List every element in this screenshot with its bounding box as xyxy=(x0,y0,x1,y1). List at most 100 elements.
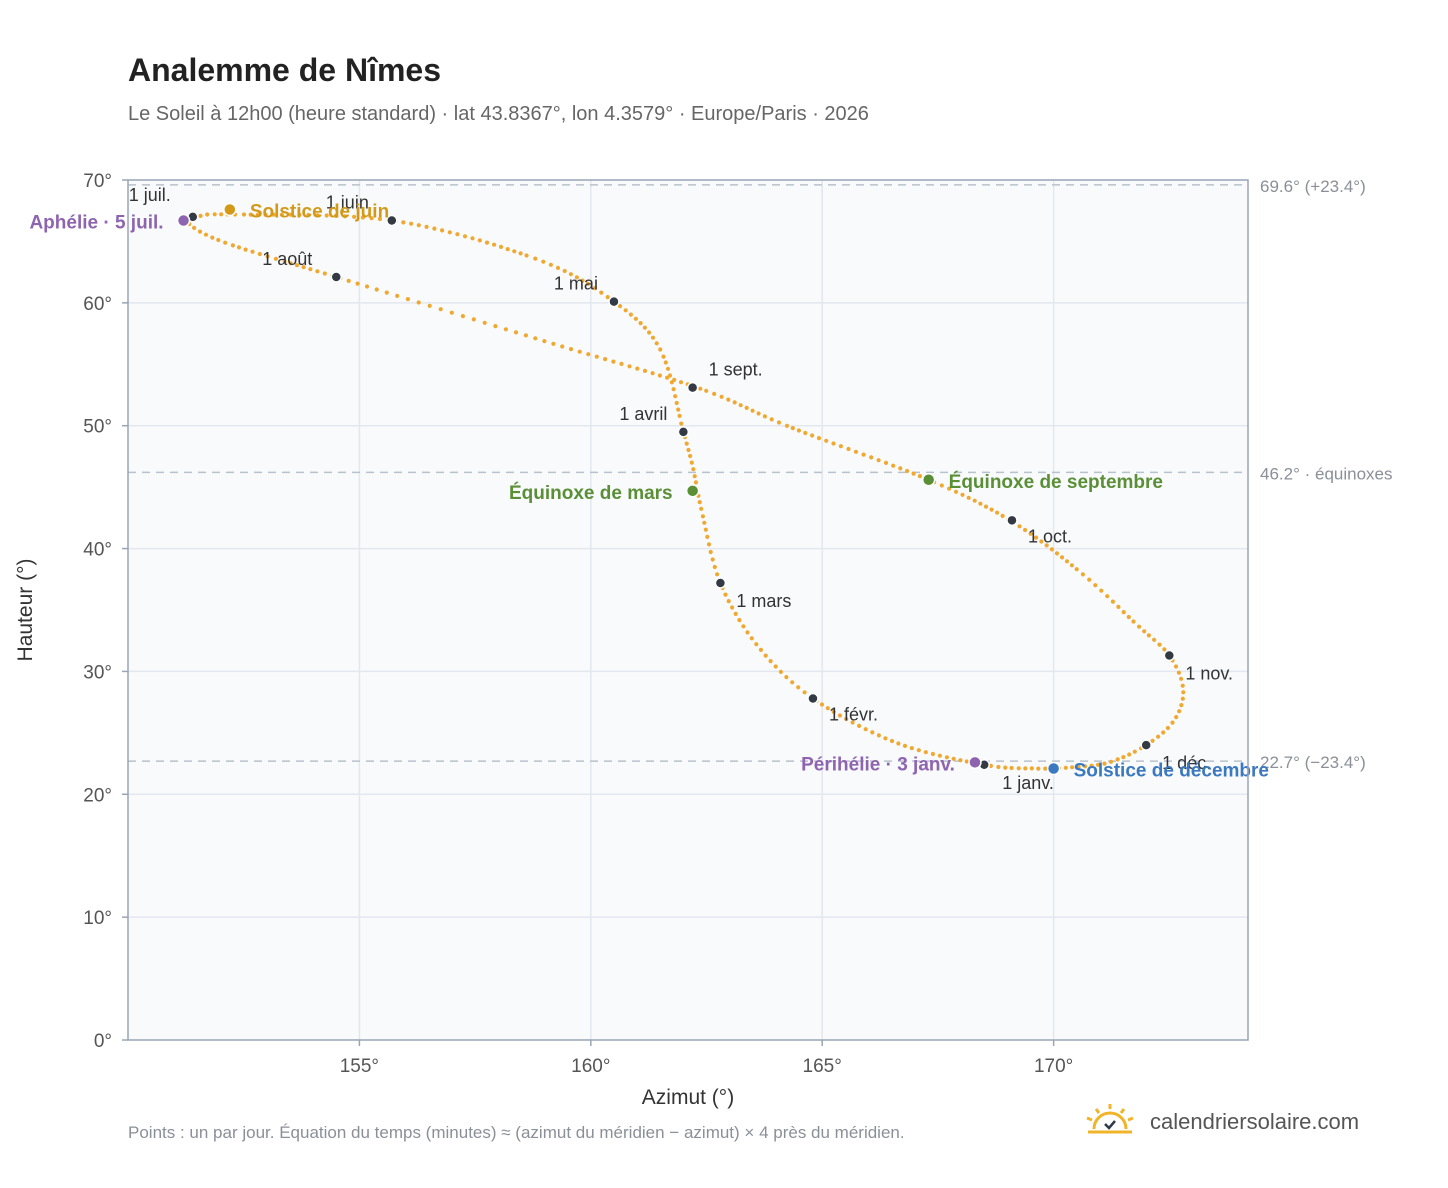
daily-sun-point xyxy=(493,324,498,329)
daily-sun-point xyxy=(978,501,983,506)
daily-sun-point xyxy=(870,730,875,735)
daily-sun-point xyxy=(279,212,284,217)
daily-sun-point xyxy=(972,498,977,503)
daily-sun-point xyxy=(896,741,901,746)
event-marker xyxy=(685,484,700,498)
brand-logo[interactable]: calendriersolaire.com xyxy=(1084,1103,1359,1140)
daily-sun-point xyxy=(960,492,965,497)
daily-sun-point xyxy=(477,238,482,243)
daily-sun-point xyxy=(700,514,706,519)
daily-sun-point xyxy=(831,441,836,446)
month-marker xyxy=(386,214,398,227)
daily-sun-point xyxy=(790,426,795,431)
daily-sun-point xyxy=(944,755,950,760)
y-tick-label: 20° xyxy=(83,785,112,806)
daily-sun-point xyxy=(1174,715,1179,720)
daily-sun-point xyxy=(778,669,784,675)
month-label: 1 juin xyxy=(326,193,369,213)
daily-sun-point xyxy=(288,261,293,266)
daily-sun-point xyxy=(577,349,582,354)
daily-sun-point xyxy=(1028,531,1033,536)
daily-sun-point xyxy=(710,557,715,562)
daily-sun-point xyxy=(790,680,795,685)
daily-sun-point xyxy=(883,736,888,741)
daily-sun-point xyxy=(377,216,382,222)
daily-sun-point xyxy=(628,312,634,317)
month-label: 1 janv. xyxy=(1002,773,1054,793)
daily-sun-point xyxy=(1110,599,1115,604)
daily-sun-point xyxy=(744,405,749,410)
daily-sun-point xyxy=(909,746,914,751)
daily-sun-point xyxy=(282,259,287,264)
y-tick-label: 60° xyxy=(83,294,112,315)
month-marker xyxy=(330,271,343,283)
daily-sun-point xyxy=(198,213,203,218)
daily-sun-point xyxy=(518,251,523,256)
daily-sun-point xyxy=(1181,690,1186,695)
daily-sun-point xyxy=(447,230,452,235)
daily-sun-point xyxy=(863,727,868,732)
daily-sun-point xyxy=(619,361,624,366)
daily-sun-point xyxy=(802,690,807,695)
daily-sun-point xyxy=(1083,764,1088,769)
daily-sun-point xyxy=(796,428,802,433)
daily-sun-point xyxy=(917,474,923,479)
daily-sun-point xyxy=(1105,594,1110,599)
daily-sun-point xyxy=(708,549,713,555)
daily-sun-point xyxy=(1150,738,1155,743)
event-marker xyxy=(968,755,982,770)
event-marker xyxy=(176,213,191,228)
daily-sun-point xyxy=(706,542,712,547)
daily-sun-point xyxy=(769,417,774,422)
daily-sun-point xyxy=(1095,762,1101,767)
daily-sun-point xyxy=(684,441,689,446)
daily-sun-point xyxy=(512,249,517,254)
daily-sun-point xyxy=(837,713,843,718)
daily-sun-point xyxy=(297,212,302,217)
month-marker xyxy=(608,295,620,308)
daily-sun-point xyxy=(763,653,768,658)
daily-sun-point xyxy=(1017,524,1022,529)
daily-sun-point xyxy=(678,380,684,385)
daily-sun-point xyxy=(889,738,895,744)
daily-sun-point xyxy=(306,212,311,218)
daily-sun-point xyxy=(1080,572,1085,577)
daily-sun-point xyxy=(617,304,623,309)
daily-sun-point xyxy=(966,495,971,500)
daily-sun-point xyxy=(243,247,248,252)
daily-sun-point xyxy=(784,675,789,680)
daily-sun-point xyxy=(1054,551,1060,556)
daily-sun-point xyxy=(1116,604,1121,610)
daily-sun-point xyxy=(705,534,710,540)
daily-sun-point xyxy=(693,480,699,485)
daily-sun-point xyxy=(665,366,671,371)
daily-sun-point xyxy=(424,224,429,229)
plot-area xyxy=(128,180,1248,1040)
daily-sun-point xyxy=(1023,766,1028,771)
daily-sun-point xyxy=(574,275,580,280)
daily-sun-point xyxy=(768,659,773,664)
event-label: Équinoxe de mars xyxy=(509,482,673,504)
month-marker xyxy=(1140,739,1152,751)
daily-sun-point xyxy=(492,242,497,247)
daily-sun-point xyxy=(741,624,746,629)
reference-line-label: 46.2° · équinoxes xyxy=(1260,464,1393,483)
daily-sun-point xyxy=(891,463,896,468)
daily-sun-point xyxy=(803,430,808,436)
daily-sun-point xyxy=(715,572,720,577)
daily-sun-point xyxy=(322,271,327,276)
event-label: Équinoxe de septembre xyxy=(949,471,1163,493)
daily-sun-point xyxy=(857,723,862,729)
daily-sun-point xyxy=(333,213,338,218)
daily-sun-point xyxy=(816,436,822,441)
daily-sun-point xyxy=(216,237,221,243)
daily-sun-point xyxy=(248,212,253,217)
daily-sun-point xyxy=(699,506,704,511)
event-marker xyxy=(1046,761,1061,776)
daily-sun-point xyxy=(951,756,956,761)
daily-sun-point xyxy=(749,636,754,641)
daily-sun-point xyxy=(1049,547,1054,552)
daily-sun-point xyxy=(627,364,632,369)
daily-sun-point xyxy=(432,226,437,231)
daily-sun-point xyxy=(205,212,210,217)
